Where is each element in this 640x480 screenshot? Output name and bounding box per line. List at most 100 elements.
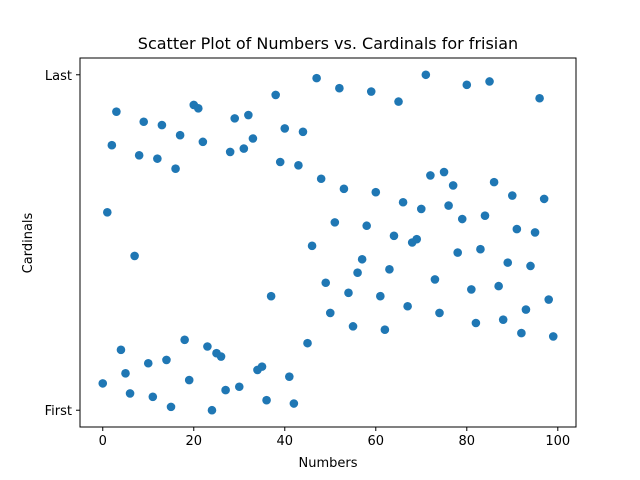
data-point — [125, 389, 135, 398]
data-point — [312, 73, 321, 83]
x-tick-label: 0 — [99, 434, 107, 449]
data-point — [248, 134, 258, 143]
data-point — [467, 285, 476, 294]
data-point — [271, 90, 280, 100]
y-tick-label: First — [45, 404, 72, 419]
data-point — [216, 352, 226, 361]
data-point — [107, 140, 117, 150]
data-point — [121, 369, 130, 378]
data-point — [194, 104, 203, 113]
data-point — [344, 288, 353, 298]
data-point — [171, 164, 180, 173]
data-point — [335, 83, 344, 93]
data-point — [444, 201, 453, 210]
data-point — [489, 177, 499, 187]
data-point — [389, 231, 399, 241]
data-point — [339, 184, 349, 194]
data-point — [330, 218, 340, 227]
data-point — [380, 325, 390, 335]
data-point — [416, 204, 426, 214]
data-point — [148, 392, 158, 402]
data-point — [426, 171, 435, 180]
data-point — [143, 358, 153, 368]
data-point — [462, 80, 472, 90]
data-point — [289, 399, 299, 408]
x-axis-ticks: 0 20 40 60 80 100 — [99, 427, 570, 449]
data-point — [294, 161, 303, 170]
x-tick-label: 80 — [459, 434, 476, 449]
data-point — [103, 208, 112, 217]
data-point — [535, 93, 544, 103]
y-axis-label: Cardinals — [21, 212, 36, 273]
data-point — [184, 375, 194, 385]
chart-title: Scatter Plot of Numbers vs. Cardinals fo… — [138, 34, 518, 53]
data-point — [230, 114, 240, 123]
data-point — [457, 214, 467, 224]
data-point — [162, 355, 171, 365]
x-tick-label: 20 — [185, 434, 202, 449]
data-point — [435, 308, 444, 318]
data-point — [239, 144, 249, 153]
plot-frame — [79, 57, 577, 428]
data-point — [526, 261, 535, 271]
x-axis-label: Numbers — [299, 456, 358, 471]
data-point — [548, 332, 558, 341]
data-point — [494, 281, 503, 291]
data-point — [353, 268, 362, 277]
data-point — [244, 110, 253, 120]
data-point — [403, 301, 412, 311]
data-point — [257, 362, 267, 371]
data-point — [198, 137, 208, 147]
data-point — [544, 295, 553, 304]
data-point — [298, 127, 308, 137]
data-point — [325, 308, 335, 318]
data-point — [421, 70, 431, 80]
data-point — [512, 224, 522, 234]
data-point — [166, 402, 176, 412]
data-point — [225, 147, 235, 157]
x-tick-label: 60 — [368, 434, 385, 449]
data-point — [266, 291, 276, 301]
data-point — [448, 181, 458, 190]
data-point — [307, 241, 317, 251]
data-point — [398, 197, 408, 207]
data-point — [362, 221, 371, 231]
data-point — [394, 97, 403, 106]
data-point — [134, 150, 144, 160]
data-point — [517, 328, 526, 338]
data-point — [521, 305, 531, 314]
data-point — [116, 345, 126, 355]
data-point — [112, 107, 121, 116]
data-point — [262, 395, 271, 405]
data-point — [471, 318, 481, 328]
data-point — [485, 77, 494, 86]
x-tick-label: 40 — [276, 434, 293, 449]
data-point — [530, 228, 540, 237]
data-point — [207, 405, 217, 415]
data-point — [157, 120, 167, 130]
data-point — [234, 382, 244, 392]
data-point — [321, 278, 331, 288]
data-point — [280, 124, 290, 133]
data-point — [180, 335, 189, 345]
data-point — [376, 291, 385, 301]
data-point — [153, 154, 162, 163]
data-point — [476, 244, 485, 254]
data-point — [430, 275, 440, 284]
data-point — [412, 234, 422, 244]
data-point — [453, 248, 462, 257]
data-point — [371, 187, 381, 197]
data-point — [480, 211, 490, 220]
data-point — [139, 117, 149, 127]
data-point — [285, 372, 294, 381]
data-point — [439, 167, 449, 177]
data-point — [385, 265, 394, 274]
x-tick-label: 100 — [545, 434, 570, 449]
data-points — [98, 70, 558, 415]
data-point — [303, 338, 312, 348]
data-point — [221, 385, 230, 395]
data-point — [357, 254, 367, 264]
data-point — [275, 157, 285, 167]
